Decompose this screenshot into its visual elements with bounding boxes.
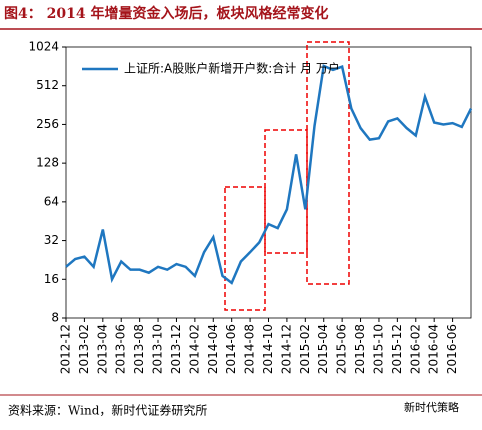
y-tick-label: 128 (36, 156, 59, 170)
highlight-box (306, 41, 350, 285)
source: 资料来源：Wind，新时代证券研究所 (8, 403, 207, 418)
x-tick-label: 2015-12 (390, 324, 404, 374)
x-tick-label: 2014-02 (187, 324, 201, 374)
x-tick-label: 2014-08 (243, 324, 257, 374)
x-tick-label: 2016-02 (408, 324, 422, 374)
x-tick-label: 2014-04 (206, 324, 220, 374)
y-tick-label: 32 (44, 233, 59, 247)
highlight-box (224, 186, 266, 311)
chart-title: 图4： 2014 年增量资金入场后，板块风格经常变化 (4, 5, 328, 22)
legend-label: 上证所:A股账户新增开户数:合计 月 万户 (124, 61, 340, 76)
y-tick-label: 512 (36, 78, 59, 92)
x-tick-label: 2013-10 (151, 324, 165, 374)
x-tick-label: 2016-04 (427, 324, 441, 374)
y-tick-label: 8 (51, 311, 59, 325)
y-tick-label: 16 (44, 272, 59, 286)
highlight-box (264, 129, 308, 254)
y-tick-label: 64 (44, 194, 59, 208)
highlight-boxes (224, 41, 350, 311)
x-tick-label: 2015-10 (371, 324, 385, 374)
x-tick-label: 2013-02 (77, 324, 91, 374)
line (65, 64, 473, 285)
y-tick-label: 1024 (28, 40, 59, 54)
y-tick-label: 256 (36, 117, 59, 131)
x-tick-label: 2016-06 (445, 324, 459, 374)
x-tick-label: 2013-04 (95, 324, 109, 374)
x-tick-label: 2015-06 (335, 324, 349, 374)
x-tick-label: 2013-08 (132, 324, 146, 374)
x-tick-label: 2014-10 (261, 324, 275, 374)
x-tick-label: 2013-12 (169, 324, 183, 374)
x-tick-label: 2015-08 (353, 324, 367, 374)
x-tick-label: 2012-12 (59, 324, 73, 374)
x-tick-label: 2014-06 (224, 324, 238, 374)
x-tick-label: 2015-04 (316, 324, 330, 374)
watermark: 新时代策略 (404, 400, 459, 414)
x-tick-label: 2014-12 (279, 324, 293, 374)
x-tick-label: 2015-02 (298, 324, 312, 374)
plot-frame (65, 46, 472, 319)
x-tick-label: 2013-06 (114, 324, 128, 374)
